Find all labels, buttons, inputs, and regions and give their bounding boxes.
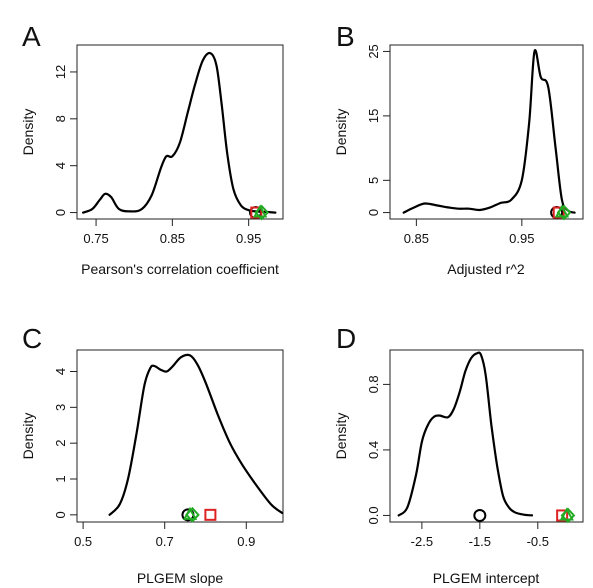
x-tick-label: -0.5 — [527, 534, 549, 549]
y-tick-label: 0.4 — [366, 441, 381, 459]
x-tick-label: 0.5 — [74, 534, 92, 549]
diamond-marker — [254, 204, 269, 221]
x-tick-label: -1.5 — [469, 534, 491, 549]
y-axis: 0.0 0.4 0.8 — [366, 375, 390, 524]
y-axis-title: Density — [333, 109, 349, 156]
x-axis-title: Adjusted r^2 — [447, 261, 525, 277]
y-tick-label: 0.8 — [366, 375, 381, 393]
x-tick-label: 0.9 — [237, 534, 255, 549]
y-tick-label: 25 — [366, 44, 381, 58]
y-axis-title: Density — [333, 413, 349, 460]
diamond-marker — [560, 507, 576, 524]
x-tick-label: 0.85 — [160, 231, 185, 246]
y-tick-label: 5 — [366, 177, 381, 184]
plot-frame — [389, 349, 584, 523]
diamond-marker — [185, 506, 200, 523]
x-axis: -2.5 -1.5 -0.5 — [411, 522, 549, 549]
diamond-marker — [556, 204, 572, 221]
panel-b: B 0 5 15 25 0.85 0.95 Adjusted r^2 Density — [333, 21, 584, 277]
x-tick-label: 0.7 — [156, 534, 174, 549]
panel-letter: B — [336, 21, 355, 52]
marker-group — [249, 204, 269, 221]
y-tick-label: 4 — [53, 162, 68, 169]
x-axis: 0.5 0.7 0.9 — [74, 522, 255, 549]
x-tick-label: -2.5 — [411, 534, 433, 549]
y-tick-label: 0 — [366, 209, 381, 216]
x-tick-label: 0.95 — [509, 231, 534, 246]
x-axis-title: PLGEM intercept — [433, 570, 540, 586]
panel-d: D 0.0 0.4 0.8 -2.5 -1.5 -0.5 PLGEM intercept… — [333, 323, 584, 586]
panel-letter: A — [22, 21, 41, 52]
x-axis: 0.75 0.85 0.95 — [83, 219, 261, 246]
density-curve — [82, 51, 277, 214]
y-axis: 0 1 2 3 4 — [53, 368, 77, 518]
y-tick-label: 2 — [53, 440, 68, 447]
x-tick-label: 0.85 — [404, 231, 429, 246]
y-axis-title: Density — [20, 109, 36, 156]
x-axis-title: PLGEM slope — [137, 570, 224, 586]
y-tick-label: 1 — [53, 475, 68, 482]
circle-marker — [473, 508, 487, 522]
plot-frame — [389, 44, 584, 220]
density-curve — [108, 353, 284, 516]
y-tick-label: 3 — [53, 404, 68, 411]
y-tick-label: 0.0 — [366, 506, 381, 524]
y-tick-label: 4 — [53, 368, 68, 375]
y-tick-label: 0 — [53, 209, 68, 216]
panel-letter: D — [336, 323, 356, 354]
square-marker — [204, 508, 217, 521]
marker-group — [550, 204, 572, 221]
density-curve — [402, 49, 576, 214]
panel-a: A 0 4 8 12 0.75 0.85 0.95 Pearson's correlati… — [20, 21, 284, 277]
y-axis: 0 4 8 12 — [53, 65, 77, 216]
x-tick-label: 0.75 — [83, 231, 108, 246]
y-tick-label: 8 — [53, 115, 68, 122]
y-tick-label: 12 — [53, 65, 68, 79]
y-tick-label: 0 — [53, 511, 68, 518]
y-axis-title: Density — [20, 413, 36, 460]
y-axis: 0 5 15 25 — [366, 44, 390, 216]
marker-group — [473, 507, 576, 524]
density-curve — [397, 351, 534, 517]
x-axis-title: Pearson's correlation coefficient — [81, 261, 279, 277]
panel-c: C 0 1 2 3 4 0.5 0.7 0.9 PLGEM slope Density — [20, 323, 284, 586]
x-axis: 0.85 0.95 — [404, 219, 534, 246]
marker-group — [181, 506, 217, 523]
plot-frame — [76, 44, 284, 220]
plot-frame — [76, 349, 284, 523]
y-tick-label: 15 — [366, 109, 381, 123]
panel-letter: C — [22, 323, 42, 354]
x-tick-label: 0.95 — [236, 231, 261, 246]
